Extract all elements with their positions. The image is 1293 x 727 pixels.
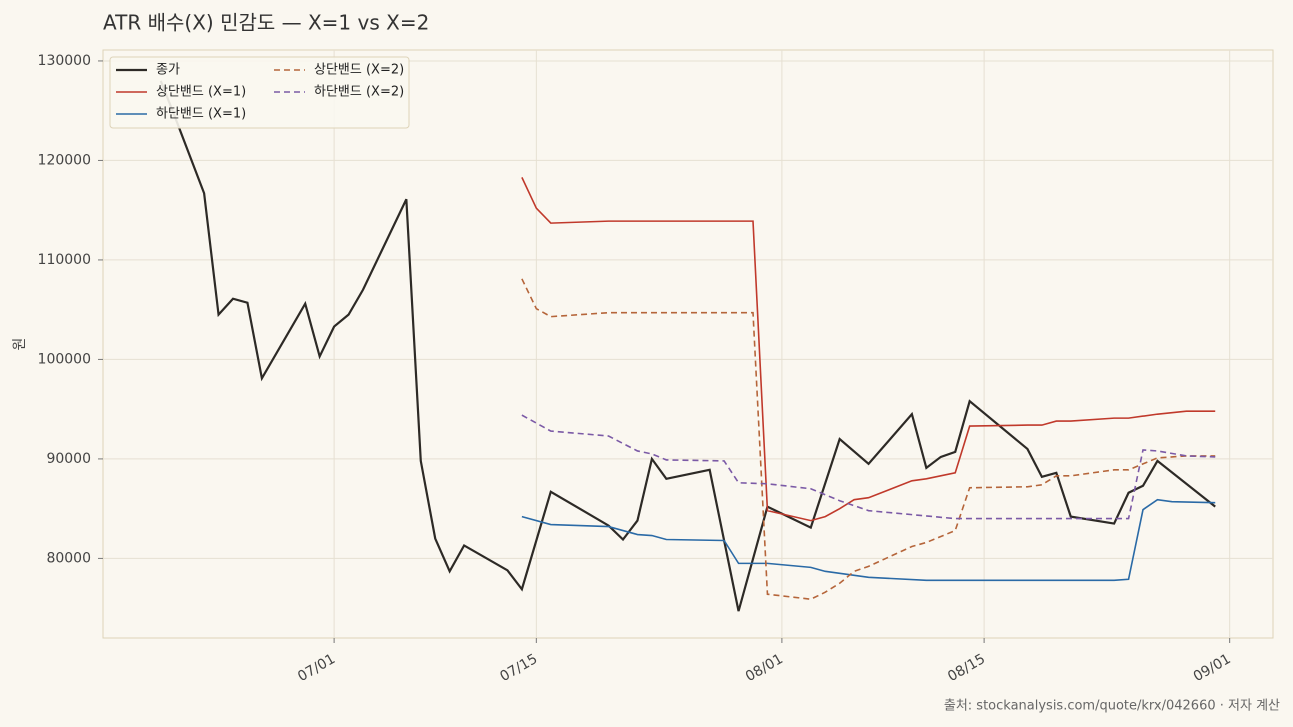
plot-frame (102, 49, 1274, 639)
source-note: 출처: stockanalysis.com/quote/krx/042660 ·… (944, 699, 1280, 714)
legend-label: 상단밴드 (X=1) (156, 85, 246, 100)
series-line (521, 278, 1216, 601)
series-line (521, 498, 1216, 582)
legend-label: 하단밴드 (X=2) (314, 85, 404, 100)
x-tick-label: 08/01 (743, 651, 786, 685)
y-tick-label: 130000 (38, 53, 91, 69)
y-tick-label: 100000 (38, 351, 91, 367)
series-line (521, 177, 1216, 522)
series-line (159, 80, 1216, 612)
legend-box (109, 56, 410, 129)
x-tick-label: 07/15 (497, 651, 540, 685)
y-tick-label: 80000 (46, 550, 91, 566)
y-tick-label: 110000 (38, 252, 91, 268)
chart-title: ATR 배수(X) 민감도 — X=1 vs X=2 (103, 11, 429, 35)
x-tick-label: 09/01 (1191, 651, 1234, 685)
legend-label: 하단밴드 (X=1) (156, 107, 246, 122)
y-axis-label: 원 (12, 338, 28, 351)
y-tick-label: 90000 (46, 451, 91, 467)
legend-label: 종가 (156, 63, 180, 78)
x-tick-label: 08/15 (945, 651, 988, 685)
x-tick-label: 07/01 (295, 651, 338, 685)
legend-label: 상단밴드 (X=2) (314, 63, 404, 78)
series-line (521, 414, 1216, 520)
y-tick-label: 120000 (38, 152, 91, 168)
